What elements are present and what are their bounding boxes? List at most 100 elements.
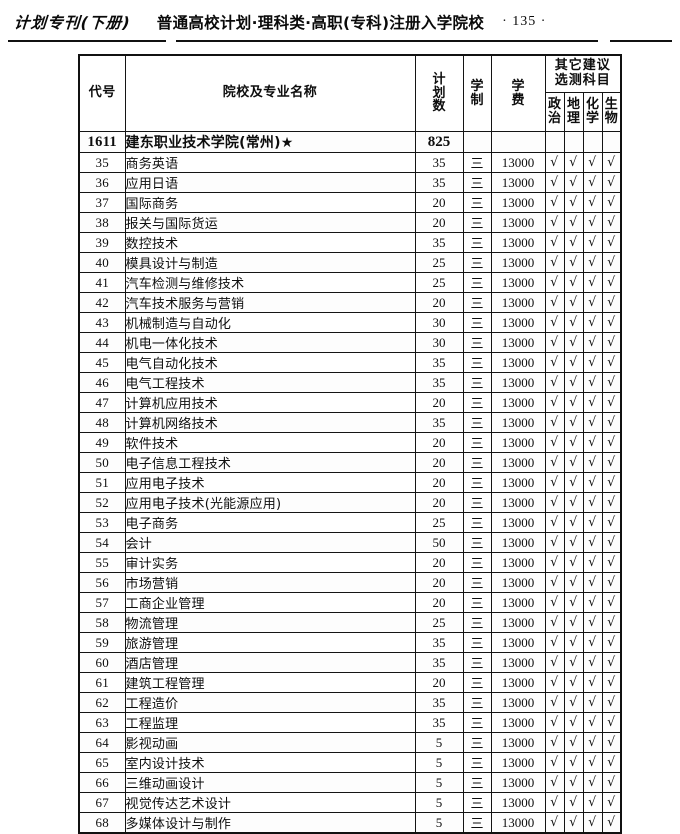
- cell-subject-geography: √: [563, 572, 584, 593]
- page-number: · 135 ·: [502, 14, 547, 29]
- cell-school-system: 三: [462, 232, 492, 253]
- table-row[interactable]: 48 计算机网络技术 35 三 13000 √ √ √ √: [78, 412, 622, 433]
- check-mark-icon: √: [607, 455, 616, 470]
- cell-subject-biology: √: [601, 532, 622, 553]
- table-row[interactable]: 67 视觉传达艺术设计 5 三 13000 √ √ √ √: [78, 792, 622, 813]
- cell-subject-biology: √: [601, 332, 622, 353]
- cell-tuition: [490, 131, 546, 153]
- cell-subject-biology: √: [601, 452, 622, 473]
- check-mark-icon: √: [569, 315, 578, 330]
- table-row[interactable]: 51 应用电子技术 20 三 13000 √ √ √ √: [78, 472, 622, 493]
- cell-major-name: 室内设计技术: [124, 752, 416, 773]
- check-mark-icon: √: [550, 355, 559, 370]
- running-head: 计划专刊(下册) 普通高校计划·理科类·高职(专科)注册入学院校 · 135 ·: [0, 0, 680, 44]
- cell-plan-count: 25: [414, 512, 464, 533]
- table-row[interactable]: 54 会计 50 三 13000 √ √ √ √: [78, 532, 622, 553]
- table-row[interactable]: 44 机电一体化技术 30 三 13000 √ √ √ √: [78, 332, 622, 353]
- cell-subject-chemistry: √: [582, 452, 603, 473]
- table-row[interactable]: 63 工程监理 35 三 13000 √ √ √ √: [78, 712, 622, 733]
- cell-subject-biology: √: [601, 592, 622, 613]
- cell-code: 60: [78, 652, 126, 673]
- cell-school-system: 三: [462, 672, 492, 693]
- table-row[interactable]: 52 应用电子技术(光能源应用) 20 三 13000 √ √ √ √: [78, 492, 622, 513]
- table-row[interactable]: 47 计算机应用技术 20 三 13000 √ √ √ √: [78, 392, 622, 413]
- table-row[interactable]: 58 物流管理 25 三 13000 √ √ √ √: [78, 612, 622, 633]
- table-row[interactable]: 53 电子商务 25 三 13000 √ √ √ √: [78, 512, 622, 533]
- cell-code: 1611: [78, 131, 126, 153]
- cell-subject-chemistry: √: [582, 772, 603, 793]
- table-row[interactable]: 50 电子信息工程技术 20 三 13000 √ √ √ √: [78, 452, 622, 473]
- table-row[interactable]: 55 审计实务 20 三 13000 √ √ √ √: [78, 552, 622, 573]
- table-row[interactable]: 40 模具设计与制造 25 三 13000 √ √ √ √: [78, 252, 622, 273]
- table-row[interactable]: 46 电气工程技术 35 三 13000 √ √ √ √: [78, 372, 622, 393]
- check-mark-icon: √: [607, 275, 616, 290]
- cell-code: 49: [78, 432, 126, 453]
- cell-plan-count: 20: [414, 572, 464, 593]
- table-row[interactable]: 68 多媒体设计与制作 5 三 13000 √ √ √ √: [78, 812, 622, 834]
- cell-plan-count: 35: [414, 412, 464, 433]
- table-row[interactable]: 36 应用日语 35 三 13000 √ √ √ √: [78, 172, 622, 193]
- cell-plan-count: 35: [414, 652, 464, 673]
- table-row[interactable]: 64 影视动画 5 三 13000 √ √ √ √: [78, 732, 622, 753]
- table-row[interactable]: 60 酒店管理 35 三 13000 √ √ √ √: [78, 652, 622, 673]
- cell-subject-biology: √: [601, 552, 622, 573]
- cell-subject-chemistry: √: [582, 372, 603, 393]
- cell-major-name: 电子商务: [124, 512, 416, 533]
- table-row[interactable]: 59 旅游管理 35 三 13000 √ √ √ √: [78, 632, 622, 653]
- check-mark-icon: √: [550, 575, 559, 590]
- header-divider-break-right: [598, 39, 610, 43]
- cell-major-name: 应用电子技术(光能源应用): [124, 492, 416, 513]
- cell-subject-chemistry: √: [582, 292, 603, 313]
- cell-plan-count: 25: [414, 252, 464, 273]
- table-row[interactable]: 38 报关与国际货运 20 三 13000 √ √ √ √: [78, 212, 622, 233]
- table-row[interactable]: 61 建筑工程管理 20 三 13000 √ √ √ √: [78, 672, 622, 693]
- cell-code: 38: [78, 212, 126, 233]
- check-mark-icon: √: [607, 635, 616, 650]
- table-row[interactable]: 56 市场营销 20 三 13000 √ √ √ √: [78, 572, 622, 593]
- cell-plan-count: 20: [414, 452, 464, 473]
- check-mark-icon: √: [607, 515, 616, 530]
- check-mark-icon: √: [607, 375, 616, 390]
- check-mark-icon: √: [588, 235, 597, 250]
- cell-plan-count: 20: [414, 492, 464, 513]
- cell-subject-chemistry: √: [582, 352, 603, 373]
- table-row[interactable]: 42 汽车技术服务与营销 20 三 13000 √ √ √ √: [78, 292, 622, 313]
- cell-subject-geography: √: [563, 372, 584, 393]
- table-row[interactable]: 57 工商企业管理 20 三 13000 √ √ √ √: [78, 592, 622, 613]
- table-row[interactable]: 49 软件技术 20 三 13000 √ √ √ √: [78, 432, 622, 453]
- cell-subject-politics: √: [544, 612, 565, 633]
- cell-code: 42: [78, 292, 126, 313]
- cell-code: 52: [78, 492, 126, 513]
- cell-plan-count: 35: [414, 172, 464, 193]
- table-row[interactable]: 39 数控技术 35 三 13000 √ √ √ √: [78, 232, 622, 253]
- cell-school-system: 三: [462, 572, 492, 593]
- table-row[interactable]: 1611 建东职业技术学院(常州)★ 825: [78, 131, 622, 153]
- header-divider-break-left: [166, 39, 176, 43]
- table-row[interactable]: 43 机械制造与自动化 30 三 13000 √ √ √ √: [78, 312, 622, 333]
- table-row[interactable]: 41 汽车检测与维修技术 25 三 13000 √ √ √ √: [78, 272, 622, 293]
- table-row[interactable]: 37 国际商务 20 三 13000 √ √ √ √: [78, 192, 622, 213]
- cell-tuition: 13000: [490, 372, 546, 393]
- check-mark-icon: √: [607, 495, 616, 510]
- check-mark-icon: √: [550, 395, 559, 410]
- check-mark-icon: √: [550, 295, 559, 310]
- cell-plan-count: 825: [414, 131, 464, 153]
- cell-plan-count: 25: [414, 272, 464, 293]
- cell-subject-geography: √: [563, 632, 584, 653]
- check-mark-icon: √: [588, 775, 597, 790]
- cell-tuition: 13000: [490, 712, 546, 733]
- cell-subject-biology: √: [601, 572, 622, 593]
- cell-subject-chemistry: √: [582, 212, 603, 233]
- check-mark-icon: √: [569, 435, 578, 450]
- table-row[interactable]: 62 工程造价 35 三 13000 √ √ √ √: [78, 692, 622, 713]
- check-mark-icon: √: [607, 255, 616, 270]
- cell-major-name: 审计实务: [124, 552, 416, 573]
- cell-subject-biology: √: [601, 652, 622, 673]
- table-row[interactable]: 66 三维动画设计 5 三 13000 √ √ √ √: [78, 772, 622, 793]
- table-row[interactable]: 45 电气自动化技术 35 三 13000 √ √ √ √: [78, 352, 622, 373]
- cell-tuition: 13000: [490, 532, 546, 553]
- cell-school-system: 三: [462, 712, 492, 733]
- table-row[interactable]: 35 商务英语 35 三 13000 √ √ √ √: [78, 152, 622, 173]
- cell-subject-politics: √: [544, 812, 565, 834]
- table-row[interactable]: 65 室内设计技术 5 三 13000 √ √ √ √: [78, 752, 622, 773]
